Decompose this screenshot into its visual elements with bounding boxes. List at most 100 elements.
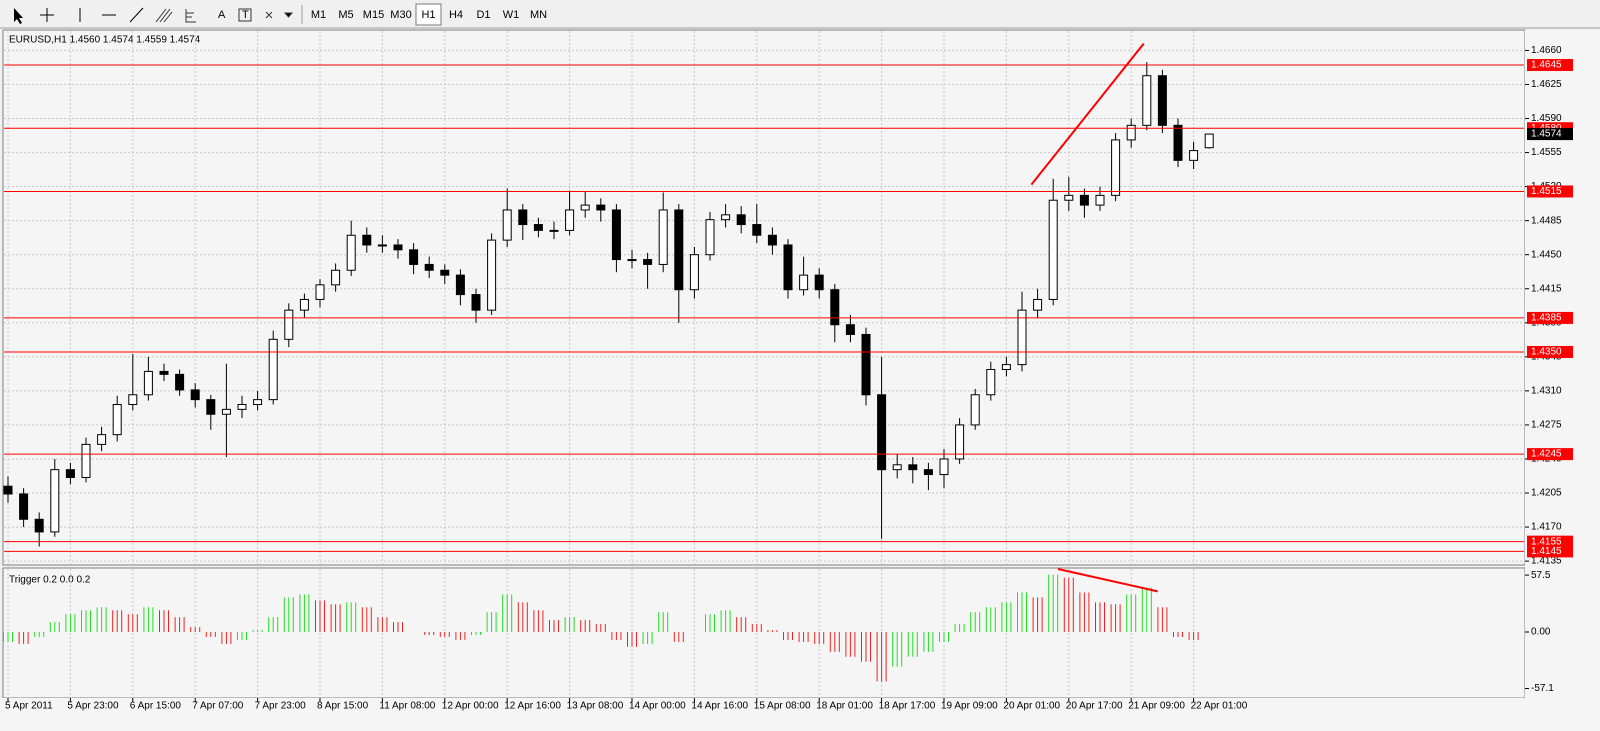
y-tick-label: 1.4170 bbox=[1531, 522, 1562, 533]
y-tick-label: 57.5 bbox=[1531, 570, 1551, 581]
candle-body bbox=[611, 209, 621, 261]
timeframe-button[interactable]: H4 bbox=[449, 9, 463, 21]
x-tick-label: 5 Apr 2011 bbox=[5, 701, 53, 712]
candle-body bbox=[955, 424, 965, 460]
candle-body bbox=[206, 399, 216, 415]
candle-body bbox=[814, 274, 824, 291]
candle-body bbox=[299, 298, 309, 311]
y-tick-label: 1.4450 bbox=[1531, 249, 1562, 260]
timeframe-button[interactable]: MN bbox=[530, 9, 547, 21]
candle-body bbox=[549, 229, 559, 232]
x-tick-label: 12 Apr 16:00 bbox=[504, 701, 561, 712]
channel-tool[interactable] bbox=[155, 8, 173, 23]
candle-body bbox=[362, 234, 372, 246]
candle-body bbox=[50, 469, 60, 533]
trendline-tool[interactable] bbox=[129, 7, 144, 23]
arrows-tool[interactable] bbox=[265, 11, 294, 19]
timeframe-button[interactable]: M15 bbox=[363, 9, 384, 21]
timeframe-button[interactable]: M1 bbox=[311, 9, 326, 21]
x-tick-label: 14 Apr 16:00 bbox=[691, 701, 748, 712]
x-tick-label: 5 Apr 23:00 bbox=[67, 701, 119, 712]
candle-body bbox=[143, 370, 153, 396]
candle-body bbox=[1017, 309, 1027, 366]
candle-body bbox=[596, 204, 606, 211]
level-tag bbox=[1527, 535, 1573, 548]
label-tool[interactable]: T bbox=[242, 9, 249, 21]
crosshair-tool[interactable] bbox=[40, 8, 54, 22]
level-tag bbox=[1527, 311, 1573, 324]
candle-body bbox=[377, 244, 387, 247]
x-tick-label: 8 Apr 15:00 bbox=[317, 701, 369, 712]
x-tick-label: 7 Apr 23:00 bbox=[255, 701, 307, 712]
candle-body bbox=[1173, 124, 1183, 161]
timeframe-button[interactable]: M5 bbox=[338, 9, 353, 21]
candle-body bbox=[315, 284, 325, 300]
level-label: 1.4155 bbox=[1531, 536, 1562, 547]
text-tool[interactable]: A bbox=[218, 9, 226, 21]
y-tick-label: 1.4590 bbox=[1531, 113, 1562, 124]
fibo-tool[interactable] bbox=[185, 9, 196, 23]
y-tick-label: 1.4275 bbox=[1531, 420, 1562, 431]
level-tag bbox=[1527, 345, 1573, 358]
candle-body bbox=[97, 434, 107, 445]
candle-body bbox=[908, 464, 918, 471]
y-tick-label: 1.4310 bbox=[1531, 386, 1562, 397]
cursor-tool[interactable] bbox=[14, 8, 23, 24]
candle-body bbox=[1001, 364, 1011, 370]
timeframe-button[interactable]: W1 bbox=[503, 9, 520, 21]
candle-body bbox=[112, 404, 122, 436]
y-tick-label: 1.4205 bbox=[1531, 488, 1562, 499]
level-tag bbox=[1527, 59, 1573, 72]
x-tick-label: 21 Apr 09:00 bbox=[1128, 701, 1185, 712]
candle-body bbox=[128, 394, 138, 406]
candle-body bbox=[1111, 139, 1121, 196]
candle-body bbox=[689, 254, 699, 291]
candle-body bbox=[1189, 150, 1199, 161]
candle-body bbox=[830, 289, 840, 326]
current-price: 1.4574 bbox=[1531, 129, 1562, 140]
x-tick-label: 13 Apr 08:00 bbox=[567, 701, 624, 712]
candle-body bbox=[580, 204, 590, 211]
x-tick-label: 15 Apr 08:00 bbox=[754, 701, 811, 712]
level-label: 1.4515 bbox=[1531, 186, 1562, 197]
chart-title: EURUSD,H1 1.4560 1.4574 1.4559 1.4574 bbox=[9, 35, 201, 46]
candle-body bbox=[518, 209, 528, 226]
candle-body bbox=[159, 370, 169, 375]
timeframe-button[interactable]: H1 bbox=[421, 9, 435, 21]
x-tick-label: 12 Apr 00:00 bbox=[442, 701, 499, 712]
timeframe-button[interactable]: M30 bbox=[390, 9, 411, 21]
candle-body bbox=[721, 214, 731, 221]
candle-body bbox=[65, 469, 75, 478]
y-tick-label: 1.4625 bbox=[1531, 79, 1562, 90]
candle-body bbox=[767, 234, 777, 246]
candle-body bbox=[221, 408, 231, 415]
candle-body bbox=[346, 234, 356, 271]
level-label: 1.4145 bbox=[1531, 546, 1562, 557]
candle-body bbox=[939, 458, 949, 476]
x-tick-label: 20 Apr 17:00 bbox=[1066, 701, 1123, 712]
candle-body bbox=[1157, 75, 1167, 126]
candle-body bbox=[19, 493, 29, 520]
candle-body bbox=[658, 209, 668, 265]
candle-body bbox=[393, 244, 403, 251]
candle-body bbox=[1079, 194, 1089, 206]
candle-body bbox=[892, 464, 902, 471]
candle-body bbox=[81, 443, 91, 478]
timeframe-button[interactable]: D1 bbox=[476, 9, 490, 21]
level-label: 1.4385 bbox=[1531, 313, 1562, 324]
time-axis bbox=[0, 698, 1600, 731]
candle-body bbox=[674, 209, 684, 291]
candle-body bbox=[190, 389, 200, 401]
candle-body bbox=[986, 368, 996, 396]
candle-body bbox=[331, 269, 341, 286]
y-tick-label: 1.4555 bbox=[1531, 147, 1562, 158]
x-tick-label: 20 Apr 01:00 bbox=[1003, 701, 1060, 712]
active-button bbox=[415, 3, 442, 26]
y-tick-label: 1.4660 bbox=[1531, 45, 1562, 56]
indicator-panel bbox=[2, 567, 1526, 699]
candle-body bbox=[799, 274, 809, 291]
y-tick-label: 1.4485 bbox=[1531, 215, 1562, 226]
candle-body bbox=[1033, 298, 1043, 311]
